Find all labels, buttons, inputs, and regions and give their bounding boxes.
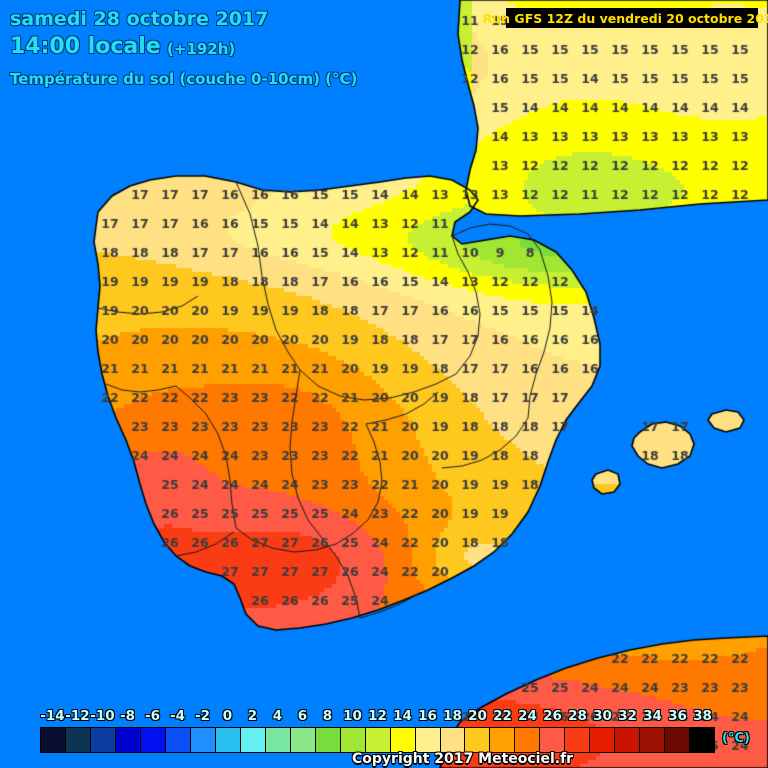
colorbar-tick: -12 <box>65 708 90 724</box>
colorbar-cell <box>165 728 191 752</box>
colorbar-tick: 24 <box>518 708 537 724</box>
colorbar-tick: 22 <box>493 708 512 724</box>
colorbar-tick: 34 <box>643 708 662 724</box>
colorbar-tick: 36 <box>668 708 687 724</box>
colorbar-cell <box>365 728 391 752</box>
colorbar-cell <box>90 728 116 752</box>
forecast-date: samedi 28 octobre 2017 <box>10 8 269 30</box>
colorbar-tick: 10 <box>343 708 362 724</box>
colorbar-cell <box>590 728 616 752</box>
colorbar-cell <box>65 728 91 752</box>
colorbar-cell <box>340 728 366 752</box>
colorbar-tick: 4 <box>272 708 283 724</box>
colorbar-tick: 20 <box>468 708 487 724</box>
colorbar-cell <box>215 728 241 752</box>
colorbar-cell <box>390 728 416 752</box>
colorbar-cell <box>115 728 141 752</box>
colorbar-tick: 38 <box>693 708 712 724</box>
colorbar-cell <box>665 728 691 752</box>
colorbar-cell <box>465 728 491 752</box>
colorbar-tick: 6 <box>297 708 308 724</box>
colorbar-cell <box>190 728 216 752</box>
colorbar-cell <box>690 728 715 752</box>
colorbar-tick: -2 <box>195 708 210 724</box>
colorbar-tick: -4 <box>170 708 185 724</box>
colorbar-tick: 28 <box>568 708 587 724</box>
colorbar-cell <box>415 728 441 752</box>
forecast-echeance: (+192h) <box>167 40 236 58</box>
forecast-time: 14:00 locale <box>10 34 161 59</box>
colorbar-cell <box>490 728 516 752</box>
colorbar-cell <box>565 728 591 752</box>
copyright-notice: Copyright 2017 Meteociel.fr <box>352 751 574 767</box>
colorbar-tick: 0 <box>222 708 233 724</box>
colorbar-tick: 26 <box>543 708 562 724</box>
colorbar-tick: 16 <box>418 708 437 724</box>
colorbar-cell <box>440 728 466 752</box>
colorbar-cell <box>265 728 291 752</box>
colorbar-tick: 18 <box>443 708 462 724</box>
colorbar-tick: 8 <box>322 708 333 724</box>
colorbar-cell <box>41 728 66 752</box>
colorbar-tick: 2 <box>247 708 258 724</box>
model-run-box: Run GFS 12Z du vendredi 20 octobre 2017 <box>483 8 768 28</box>
colorbar-tick: 30 <box>593 708 612 724</box>
colorbar-cell <box>240 728 266 752</box>
colorbar-tick: -10 <box>90 708 115 724</box>
colorbar-cell <box>140 728 166 752</box>
colorbar-tick: 14 <box>393 708 412 724</box>
colorbar-cell <box>540 728 566 752</box>
colorbar-tick: -6 <box>145 708 160 724</box>
colorbar-cell <box>615 728 641 752</box>
colorbar-unit-label: (°C) <box>722 731 750 746</box>
parameter-title: Température du sol (couche 0-10cm) (°C) <box>10 70 358 88</box>
colorbar-tick: 12 <box>368 708 387 724</box>
temperature-colorbar[interactable] <box>40 727 715 753</box>
colorbar-tick: -14 <box>40 708 65 724</box>
colorbar-tick: -8 <box>120 708 135 724</box>
colorbar-tick-labels: -14 -12 -10 -8 -6 -4 -2 0 2 4 6 8 10 12 14 16 18 20 22 24 26… <box>0 708 768 726</box>
colorbar-cell <box>515 728 541 752</box>
colorbar-tick: 32 <box>618 708 637 724</box>
colorbar-cell <box>640 728 666 752</box>
model-run-label: Run GFS 12Z du vendredi 20 octobre 2017 <box>482 10 768 26</box>
colorbar-cell <box>290 728 316 752</box>
colorbar-cell <box>315 728 341 752</box>
